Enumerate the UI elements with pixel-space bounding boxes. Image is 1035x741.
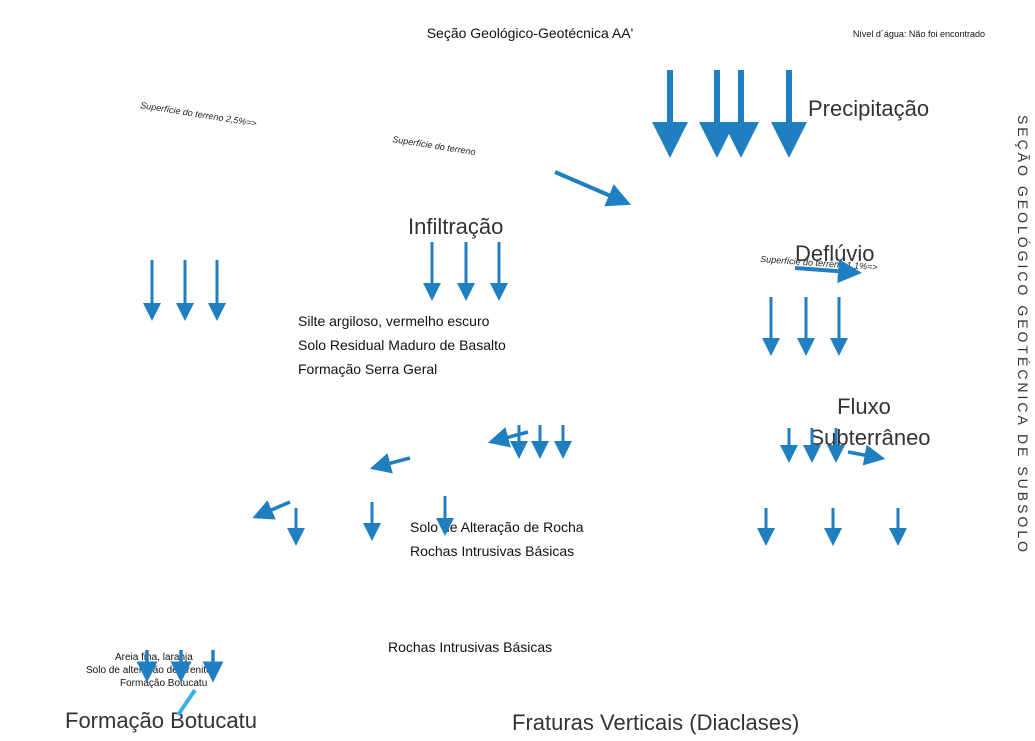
groundwater-label-1: Fluxo — [837, 394, 891, 419]
rock-label-box — [384, 636, 606, 658]
groundwater-arrow — [847, 444, 886, 466]
precipitation-label: Precipitação — [808, 96, 929, 121]
section-title: Seção Geológico-Geotécnica AA' — [427, 25, 634, 41]
alteration-label-2: Rochas Intrusivas Básicas — [410, 543, 574, 559]
runoff-arrow — [794, 259, 862, 284]
runoff-label: Deflúvio — [795, 241, 874, 266]
fractures-label: Fraturas Verticais (Diaclases) — [512, 710, 799, 735]
sand-label-2: Solo de alteração de Arenito — [86, 665, 212, 676]
groundwater-arrow — [252, 500, 291, 520]
silt-label-1: Silte argiloso, vermelho escuro — [298, 313, 490, 329]
rock-label: Rochas Intrusivas Básicas — [388, 639, 552, 655]
runoff-arrow — [554, 170, 632, 207]
silt-label-2: Solo Residual Maduro de Basalto — [298, 337, 506, 353]
alteration-label-1: Solo de Alteração de Rocha — [410, 519, 584, 535]
botucatu-pointer — [176, 688, 197, 717]
side-title: SEÇÃO GEOLÓGICO GEOTÉCNICA DE SUBSOLO — [1015, 115, 1031, 555]
groundwater-arrow — [369, 453, 411, 474]
infiltration-label: Infiltração — [408, 214, 503, 239]
flow-arrows — [136, 70, 907, 717]
groundwater-label-2: Subterrâneo — [809, 425, 930, 450]
groundwater-arrow — [487, 427, 529, 448]
silt-label-3: Formação Serra Geral — [298, 361, 437, 377]
surface-label-2: Superfície do terreno — [392, 134, 477, 157]
surface-label-1: Superfície do terreno 2,5%=> — [140, 100, 258, 128]
sand-label-1: Areia fina, laranja — [115, 652, 193, 663]
water-level-note: Nível d´água: Não foi encontrado — [853, 29, 985, 39]
botucatu-label: Formação Botucatu — [65, 708, 257, 733]
labels: Seção Geológico-Geotécnica AA' Nível d´á… — [65, 25, 1031, 735]
sand-label-3: Formação Botucatu — [120, 678, 207, 689]
